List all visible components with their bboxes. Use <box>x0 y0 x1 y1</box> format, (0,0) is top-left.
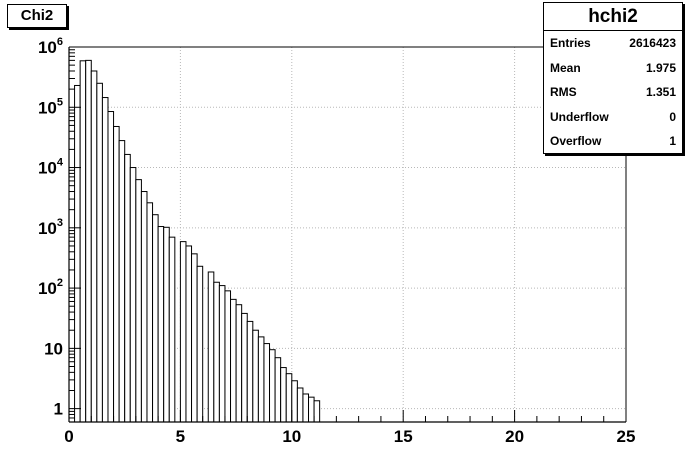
y-tick-exponent: 2 <box>57 277 63 289</box>
histogram-bar <box>213 281 220 423</box>
histogram-bar <box>96 82 103 423</box>
y-tick-label: 104 <box>38 157 64 178</box>
stats-row-mean: Mean 1.975 <box>544 56 682 81</box>
histogram-bar <box>196 265 204 423</box>
histogram-bar <box>308 396 315 423</box>
histogram-bar <box>291 380 298 423</box>
histogram-bar <box>179 241 187 423</box>
y-tick-exponent: 3 <box>57 217 63 229</box>
x-tick-label: 15 <box>394 427 413 446</box>
stats-title: hchi2 <box>544 3 682 31</box>
y-tick-label: 105 <box>38 96 63 117</box>
histogram-bar <box>313 400 321 423</box>
y-tick-exponent: 6 <box>57 36 63 48</box>
stats-row-rms: RMS 1.351 <box>544 80 682 105</box>
x-tick-label: 0 <box>64 427 73 446</box>
histogram-bar <box>252 329 259 423</box>
histogram-bar <box>185 245 193 423</box>
histogram-bar <box>263 343 271 423</box>
stats-value: 1.351 <box>645 85 676 100</box>
y-tick-exponent: 5 <box>57 96 63 108</box>
x-tick-label: 5 <box>176 427 185 446</box>
histogram-bar <box>146 202 154 423</box>
x-tick-label: 25 <box>617 427 636 446</box>
histogram-bar <box>163 226 170 423</box>
histogram-bar <box>74 84 81 423</box>
y-tick-exponent: 4 <box>57 157 64 169</box>
histogram-bar <box>129 167 137 423</box>
histogram-bar <box>241 312 248 423</box>
histogram-bar <box>207 271 215 423</box>
histogram-bar <box>101 97 109 423</box>
y-tick-label: 102 <box>38 277 63 298</box>
histogram-bar <box>218 285 226 423</box>
stats-row-overflow: Overflow 1 <box>544 129 682 154</box>
y-tick-base: 10 <box>38 98 57 117</box>
histogram-bar <box>90 70 98 423</box>
histogram-bar <box>280 367 287 423</box>
histogram-bar <box>269 349 276 423</box>
stats-label: Entries <box>550 36 591 50</box>
histogram-bar <box>124 153 131 423</box>
x-tick-label: 20 <box>505 427 524 446</box>
histogram-bars <box>74 59 321 423</box>
histogram-bar <box>230 298 237 423</box>
stats-label: Mean <box>550 60 581 75</box>
histogram-bar <box>235 304 243 423</box>
histogram-bar <box>79 60 87 423</box>
y-tick-base: 10 <box>38 38 57 57</box>
histogram-bar <box>191 253 198 423</box>
histogram-bar <box>257 336 265 423</box>
pad-title: Chi2 <box>7 4 67 28</box>
y-tick-label: 1 <box>54 400 63 419</box>
y-tick-base: 10 <box>38 219 57 238</box>
stats-row-underflow: Underflow 0 <box>544 105 682 130</box>
histogram-bar <box>85 59 92 423</box>
y-tick-base: 10 <box>38 159 57 178</box>
histogram-bar <box>246 320 254 423</box>
histogram-bar <box>152 214 159 423</box>
histogram-bar <box>157 226 165 423</box>
stats-value: 1.975 <box>645 60 676 75</box>
y-tick-label: 106 <box>38 36 63 57</box>
histogram-bar <box>302 393 310 423</box>
stats-row-entries: Entries 2616423 <box>544 31 682 56</box>
histogram-bar <box>118 140 126 423</box>
histogram-bar <box>224 290 232 423</box>
histogram-bar <box>140 191 148 423</box>
stats-value: 1 <box>669 134 676 149</box>
histogram-bar <box>285 373 293 423</box>
stats-value: 0 <box>669 109 676 124</box>
stats-box: hchi2 Entries 2616423 Mean 1.975 RMS 1.3… <box>543 2 683 154</box>
stats-label: Overflow <box>550 134 602 149</box>
y-tick-base: 10 <box>44 339 63 358</box>
histogram-bar <box>113 125 120 423</box>
histogram-bar <box>135 179 142 423</box>
histogram-bar <box>107 111 115 423</box>
y-tick-base: 10 <box>38 279 57 298</box>
y-tick-label: 10 <box>44 339 63 358</box>
y-tick-label: 103 <box>38 217 63 238</box>
stats-label: RMS <box>550 85 577 100</box>
histogram-bar <box>296 387 304 423</box>
stats-label: Underflow <box>550 109 609 124</box>
histogram-bar <box>168 236 176 423</box>
histogram-bar <box>274 357 282 423</box>
y-tick-base: 1 <box>54 400 63 419</box>
stats-value: 2616423 <box>629 36 676 50</box>
x-tick-label: 10 <box>282 427 301 446</box>
